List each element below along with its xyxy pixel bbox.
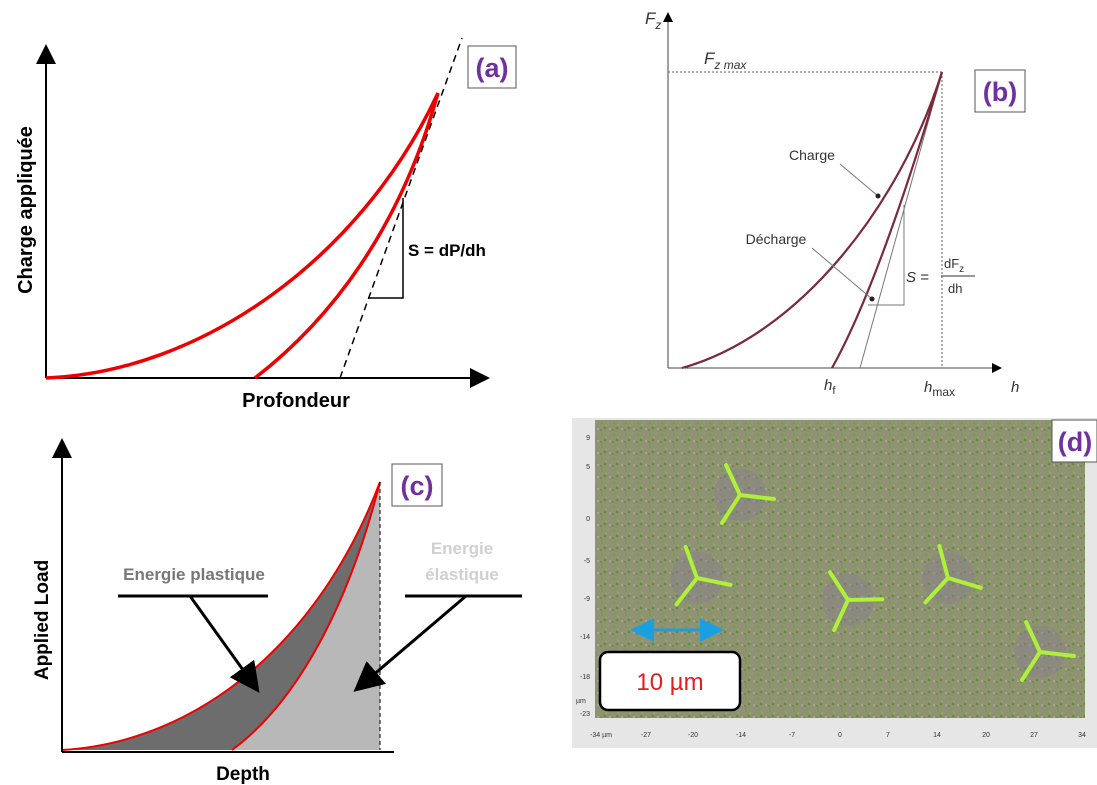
panel-d: 10 µm (d) 9 5 0 -5 -9 -14 -18 -23 µm -34 µm -27 -20…	[572, 418, 1097, 748]
indent-arm	[720, 493, 742, 525]
y-axis-label: Charge appliquée	[15, 126, 37, 294]
y-unit-label: µm	[576, 698, 586, 705]
indent	[671, 544, 733, 607]
y-tick-label: -9	[584, 596, 590, 603]
tangent	[339, 37, 463, 379]
loading-curve	[681, 71, 944, 370]
slope-triangle	[368, 198, 404, 299]
x-axis-label: Depth	[216, 764, 270, 785]
x-axis-label: Profondeur	[242, 390, 350, 412]
y-tick-label: -23	[580, 711, 590, 718]
loading-label: Charge	[789, 147, 835, 163]
arrow	[353, 594, 467, 692]
x-tick-label: 0	[838, 732, 842, 739]
elastic-area	[232, 482, 380, 750]
slope-label: S = dP/dh	[408, 241, 486, 260]
unloading-curve	[253, 92, 440, 380]
indent-arm	[923, 576, 950, 605]
panel-label: (b)	[983, 77, 1017, 107]
hmax-label: hmax	[924, 379, 955, 399]
indent-arm	[937, 544, 950, 580]
x-tick-label: -14	[736, 732, 746, 739]
indent-arm	[832, 598, 850, 633]
slope-num: dFz	[944, 256, 964, 275]
x-tick-label: 7	[886, 732, 890, 739]
panel-label: (a)	[476, 53, 509, 83]
indent-arm	[738, 493, 776, 501]
unloading-curve	[231, 481, 381, 751]
panel-label: (d)	[1058, 427, 1092, 457]
label-box	[467, 45, 517, 89]
x-tick-label: 27	[1030, 732, 1038, 739]
indent-arm	[1024, 620, 1042, 654]
indent	[714, 463, 776, 525]
point	[875, 193, 881, 199]
unloading-curve	[831, 71, 944, 369]
indents	[671, 463, 1076, 682]
label-box	[391, 463, 443, 507]
slope-lhs: S =	[906, 269, 929, 286]
x-axis-label: h	[1011, 379, 1019, 396]
indent-arm	[1020, 650, 1042, 682]
y-axis-label: Fz	[645, 9, 661, 32]
x-tick-label: -34 µm	[590, 732, 612, 739]
tangent	[859, 71, 943, 369]
hf-label: hf	[824, 377, 836, 397]
y-tick-label: 9	[586, 435, 590, 442]
point	[869, 296, 875, 302]
y-tick-label: 0	[586, 516, 590, 523]
indent-arm	[846, 597, 885, 602]
x-tick-label: 20	[982, 732, 990, 739]
panel-a: S = dP/dh Charge appliquée Profondeur (a…	[15, 37, 517, 412]
leader	[811, 247, 873, 300]
indent-arm	[946, 576, 983, 590]
panel-b: Charge Décharge Fz Fz max S = dFz dh hf …	[645, 9, 1026, 399]
leader	[839, 163, 879, 197]
indent	[1014, 620, 1076, 682]
plastic-label: Energie plastique	[123, 565, 265, 584]
x-tick-label: -20	[688, 732, 698, 739]
x-tick-label: -27	[641, 732, 651, 739]
x-tick-label: 34	[1078, 732, 1086, 739]
label-box	[974, 69, 1026, 113]
y-axis-label: Applied Load	[32, 560, 53, 680]
indent-arm	[827, 570, 850, 602]
loading-curve	[45, 92, 440, 380]
indent-arm	[674, 576, 699, 607]
indent-arm	[724, 463, 742, 497]
y-tick-label: -5	[584, 558, 590, 565]
panel-label: (c)	[401, 471, 434, 501]
elastic-label: Energie	[431, 539, 493, 558]
elastic-label: élastique	[425, 565, 499, 584]
label-box	[1051, 419, 1097, 463]
unloading-label: Décharge	[746, 231, 807, 247]
x-tick-label: 14	[933, 732, 941, 739]
slope-triangle	[868, 205, 905, 306]
indent-arm	[1038, 650, 1076, 658]
slope-den: dh	[948, 281, 962, 296]
indent	[822, 570, 885, 633]
fmax-label: Fz max	[704, 49, 747, 72]
panel-c: Energie plastique Energie élastique Appl…	[32, 438, 522, 785]
plastic-area	[62, 482, 380, 750]
y-tick-label: -14	[580, 634, 590, 641]
indent-arm	[683, 544, 699, 580]
y-tick-label: 5	[586, 464, 590, 471]
scale-label: 10 µm	[636, 669, 703, 696]
scale-box	[598, 650, 742, 712]
indent-arm	[695, 576, 733, 587]
x-tick-label: -7	[789, 732, 795, 739]
y-tick-label: -18	[580, 674, 590, 681]
indent	[922, 544, 983, 605]
arrow	[188, 595, 260, 693]
